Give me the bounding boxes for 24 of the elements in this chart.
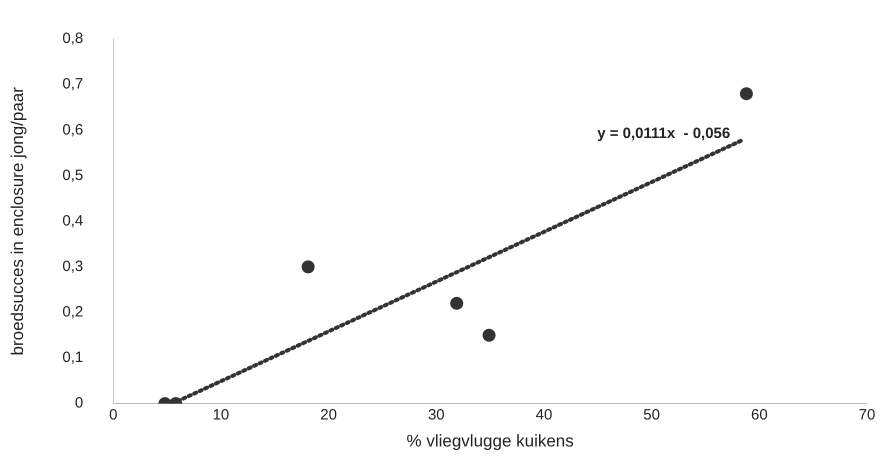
x-tick-label: 30 — [428, 406, 445, 424]
x-tick-label: 10 — [212, 406, 230, 424]
y-tick-label: 0,4 — [62, 212, 84, 230]
x-tick-label: 50 — [643, 406, 660, 424]
y-tick-label: 0,6 — [62, 121, 84, 138]
y-tick-label: 0,1 — [62, 349, 84, 366]
point — [450, 296, 464, 310]
x-axis-title: % vliegvlugge kuikens — [406, 431, 574, 450]
y-tick-label: 0,7 — [62, 76, 84, 93]
point — [302, 260, 315, 274]
y-tick-label: 0,5 — [62, 166, 84, 184]
y-tick-label: 0,8 — [62, 30, 84, 48]
y-tick-label: 0,2 — [62, 304, 84, 321]
annotation: y = 0,0111x - 0,056 — [597, 124, 730, 142]
y-axis-title: broedsucces in enclosure jong/paar — [8, 86, 27, 356]
x-tick-label: 0 — [109, 406, 118, 424]
x-tick-label: 60 — [750, 406, 768, 424]
x-tick-label: 70 — [858, 406, 876, 424]
y-tick-label: 0 — [74, 394, 84, 412]
point — [482, 328, 496, 342]
x-tick-label: 20 — [320, 406, 337, 424]
point — [740, 87, 753, 100]
y-tick-label: 0,3 — [62, 258, 84, 276]
x-tick-label: 40 — [536, 406, 552, 424]
